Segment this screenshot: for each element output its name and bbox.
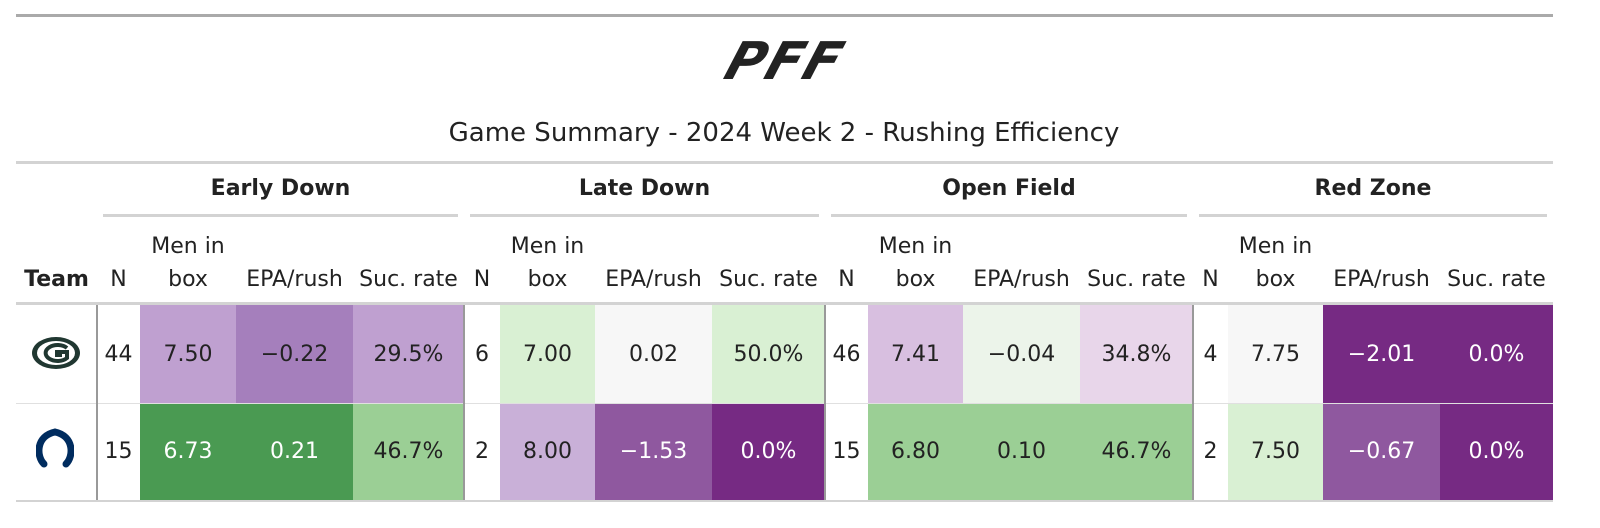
table-cell: 7.75 — [1228, 305, 1323, 403]
group-divider — [463, 305, 465, 500]
column-header: N — [838, 267, 855, 292]
group-header: Red Zone — [1314, 176, 1432, 201]
rule — [16, 161, 1553, 164]
table-cell: 46.7% — [1080, 403, 1193, 500]
table-cell: 29.5% — [353, 305, 464, 403]
group-header: Late Down — [578, 176, 711, 201]
column-header: Suc. rate — [359, 267, 458, 292]
table-cell: 0.10 — [963, 403, 1080, 500]
group-underline — [103, 214, 458, 217]
column-header: Men in box — [878, 234, 953, 292]
column-header: Men in box — [151, 234, 225, 292]
rule — [16, 500, 1553, 502]
table-cell: 46.7% — [353, 403, 464, 500]
table-cell: 0.02 — [595, 305, 712, 403]
rule — [16, 302, 1553, 305]
table-cell: 50.0% — [712, 305, 825, 403]
group-header: Early Down — [210, 176, 351, 201]
column-header: EPA/rush — [973, 267, 1070, 292]
table-cell: 15 — [825, 403, 868, 500]
group-underline — [1199, 214, 1547, 217]
table-cell: 6.80 — [868, 403, 963, 500]
table-cell: 4 — [1193, 305, 1228, 403]
table-cell: −1.53 — [595, 403, 712, 500]
column-header: N — [1202, 267, 1219, 292]
table-cell: 2 — [464, 403, 500, 500]
team-header: Team — [24, 267, 89, 292]
table-cell: −0.04 — [963, 305, 1080, 403]
table-cell: 0.0% — [1440, 403, 1553, 500]
table-cell: 0.21 — [236, 403, 353, 500]
table-cell: 6 — [464, 305, 500, 403]
table-cell: 15 — [97, 403, 140, 500]
group-header: Open Field — [942, 176, 1076, 201]
table-cell: 8.00 — [500, 403, 595, 500]
group-divider — [1192, 305, 1194, 500]
column-header: Suc. rate — [1447, 267, 1546, 292]
column-header: Men in box — [510, 234, 585, 292]
table-cell: 0.0% — [1440, 305, 1553, 403]
packers-logo — [32, 337, 80, 369]
table-cell: −0.67 — [1323, 403, 1440, 500]
table-cell: 0.0% — [712, 403, 825, 500]
column-header: Suc. rate — [1087, 267, 1186, 292]
column-header: N — [110, 267, 127, 292]
column-header: EPA/rush — [1333, 267, 1430, 292]
column-header: N — [473, 267, 491, 292]
table-cell: −2.01 — [1323, 305, 1440, 403]
group-underline — [470, 214, 819, 217]
table-cell: −0.22 — [236, 305, 353, 403]
table-cell: 7.50 — [1228, 403, 1323, 500]
top-rule — [16, 14, 1553, 17]
table-cell: 34.8% — [1080, 305, 1193, 403]
table-cell: 7.41 — [868, 305, 963, 403]
column-header: Suc. rate — [719, 267, 818, 292]
group-divider — [824, 305, 826, 500]
table-cell: 44 — [97, 305, 140, 403]
table-cell: 6.73 — [140, 403, 236, 500]
group-divider — [96, 305, 98, 500]
table-cell: 46 — [825, 305, 868, 403]
title: Game Summary - 2024 Week 2 - Rushing Eff… — [448, 118, 1120, 148]
table-cell: 7.00 — [500, 305, 595, 403]
table-cell: 7.50 — [140, 305, 236, 403]
column-header: EPA/rush — [605, 267, 702, 292]
row-separator — [16, 403, 1553, 404]
column-header: EPA/rush — [246, 267, 343, 292]
group-underline — [831, 214, 1187, 217]
column-header: Men in box — [1238, 234, 1313, 292]
colts-logo — [36, 428, 74, 468]
logo: PFF — [717, 32, 853, 92]
table-cell: 2 — [1193, 403, 1228, 500]
